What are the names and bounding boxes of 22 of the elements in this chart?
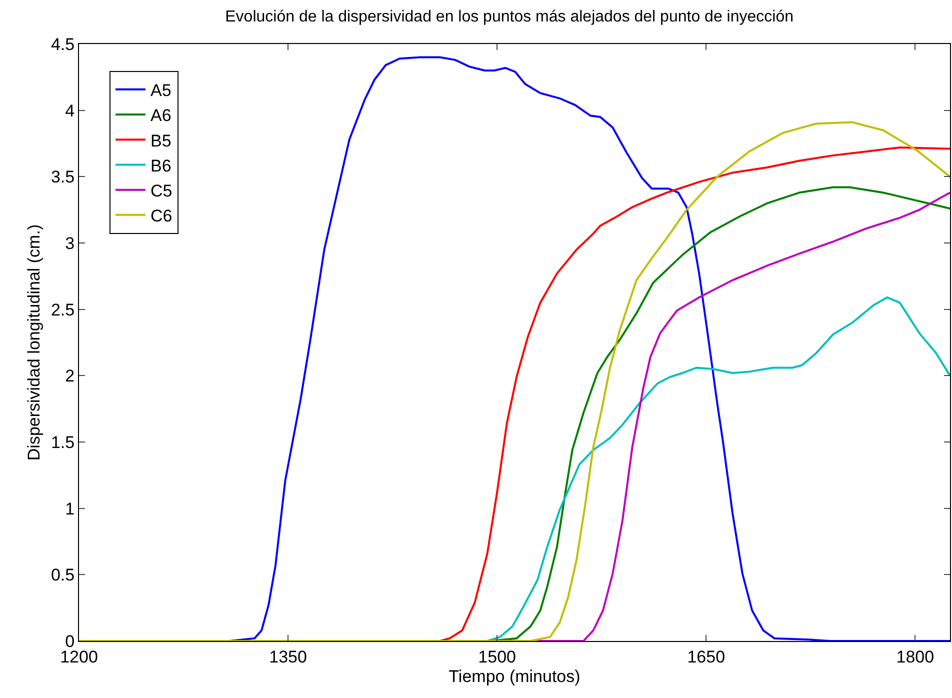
y-tick-label: 0.5 [50,566,75,585]
y-tick-label: 1 [65,499,75,518]
legend-label: A5 [150,81,172,100]
y-tick-label: 2 [65,366,75,386]
legend-label: B6 [150,156,172,176]
x-tick-label: 1350 [269,647,307,666]
y-tick-label: 1.5 [50,432,75,452]
y-axis-title: Dispersividad longitudinal (cm.) [24,224,44,461]
legend-label: A6 [150,106,172,126]
x-tick-label: 1800 [896,647,934,666]
y-tick-label: 3 [65,234,75,253]
legend-label: C5 [150,181,172,200]
y-tick-label: 4 [65,101,75,120]
y-tick-label: 4.5 [50,34,75,54]
x-tick-label: 1500 [478,647,516,666]
legend-label: B5 [150,131,172,150]
x-tick-label: 1650 [687,647,726,666]
x-axis-title: Tiempo (minutos) [448,666,580,686]
legend-label: C6 [150,206,172,226]
y-tick-label: 3.5 [50,168,75,187]
y-tick-label: 2.5 [50,300,75,320]
chart-title: Evolución de la dispersividad en los puntos más alejados del punto de inyección [225,8,794,26]
